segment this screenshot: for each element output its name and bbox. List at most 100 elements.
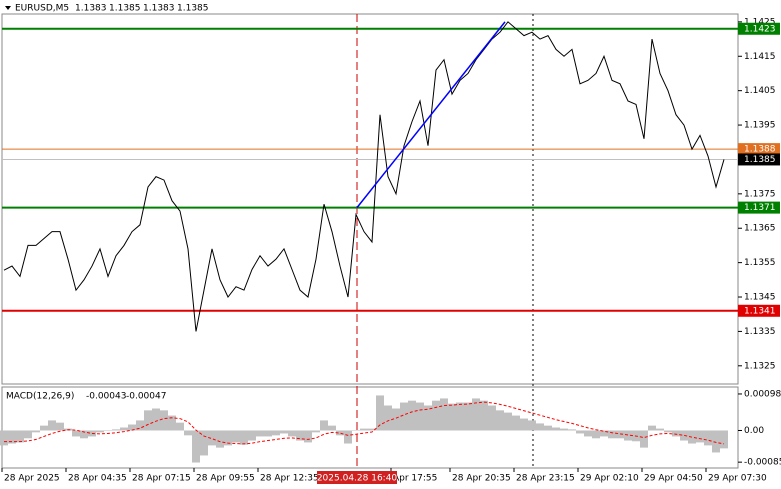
y-tick-label: 0.00 <box>744 426 764 436</box>
macd-bar <box>664 430 672 433</box>
macd-bar <box>648 425 656 431</box>
macd-bar <box>280 430 288 434</box>
macd-bar <box>232 430 240 443</box>
macd-bar <box>216 430 224 448</box>
macd-bar <box>720 430 728 449</box>
signal-line <box>4 401 725 445</box>
macd-bar <box>384 405 392 431</box>
macd-bar <box>448 403 456 431</box>
macd-bar <box>72 430 80 437</box>
macd-bar <box>480 400 488 431</box>
macd-bar <box>112 429 120 431</box>
macd-bar <box>200 430 208 456</box>
macd-bar <box>8 430 16 444</box>
macd-bar <box>288 430 296 437</box>
macd-bar <box>272 430 280 436</box>
macd-bar <box>344 430 352 444</box>
macd-bar <box>192 430 200 463</box>
y-tick-label: 1.1325 <box>744 361 776 371</box>
macd-bar <box>128 424 136 431</box>
marker-label: 2025.04.28 16:40 <box>317 474 398 484</box>
y-tick-label: 1.1395 <box>744 121 776 131</box>
macd-bar <box>256 430 264 437</box>
macd-bar <box>160 410 168 431</box>
ohlc-value: 1.1383 <box>143 4 175 14</box>
macd-bar <box>472 398 480 431</box>
macd-bar <box>672 430 680 437</box>
macd-bar <box>352 430 360 431</box>
x-tick-label: 28 Apr 23:15 <box>516 474 575 484</box>
macd-bar <box>168 415 176 431</box>
macd-bar <box>528 420 536 431</box>
macd-frame <box>1 386 739 469</box>
macd-value: -0.00043 <box>86 392 126 402</box>
macd-bar <box>376 395 384 431</box>
ohlc-value: 1.1385 <box>109 4 141 14</box>
y-tick-label: 0.00098 <box>744 389 781 399</box>
y-tick-label: 1.1345 <box>744 293 776 303</box>
x-tick-label: 29 Apr 07:30 <box>708 474 767 484</box>
macd-bar <box>512 415 520 431</box>
macd-bar <box>16 430 24 443</box>
level-label-box <box>738 22 780 35</box>
macd-bar <box>656 428 664 431</box>
x-tick-label: 28 Apr 20:35 <box>452 474 511 484</box>
macd-bar <box>616 430 624 439</box>
macd-bar <box>120 427 128 431</box>
trend-line <box>356 21 506 209</box>
macd-bar <box>248 430 256 441</box>
x-tick-label: 28 Apr 04:35 <box>68 474 127 484</box>
macd-bar <box>176 422 184 431</box>
y-tick-label: 1.1365 <box>744 224 776 234</box>
macd-bar <box>432 400 440 431</box>
macd-bar <box>368 428 376 431</box>
macd-bar <box>416 402 424 431</box>
macd-bar <box>80 430 88 439</box>
level-label: 1.1341 <box>744 306 776 316</box>
macd-bar <box>48 420 56 431</box>
macd-title: MACD(12,26,9) <box>6 392 74 402</box>
macd-bar <box>304 430 312 443</box>
macd-bar <box>408 400 416 431</box>
macd-bar <box>224 430 232 446</box>
macd-bar <box>504 412 512 431</box>
macd-bar <box>24 430 32 439</box>
macd-bar <box>264 430 272 437</box>
macd-bar <box>336 430 344 436</box>
macd-bar <box>704 430 712 446</box>
menu-triangle[interactable] <box>5 6 11 10</box>
macd-bar <box>328 425 336 431</box>
macd-bar <box>544 425 552 431</box>
level-label: 1.1388 <box>744 145 776 155</box>
macd-bar <box>496 410 504 431</box>
x-tick-label: Apr 17:55 <box>393 474 437 484</box>
x-tick-label: 29 Apr 04:50 <box>644 474 703 484</box>
macd-bar <box>136 420 144 431</box>
macd-bar <box>712 430 720 453</box>
level-label-box <box>738 143 780 156</box>
macd-bar <box>424 405 432 431</box>
macd-bar <box>680 430 688 441</box>
marker-label-box <box>317 471 397 484</box>
macd-bar <box>456 402 464 431</box>
y-tick-label: 1.1415 <box>744 52 776 62</box>
x-tick-label: 28 Apr 07:15 <box>132 474 191 484</box>
macd-bar <box>584 430 592 437</box>
y-tick-label: 1.1405 <box>744 86 776 96</box>
x-tick-label: 28 Apr 09:55 <box>196 474 255 484</box>
level-label: 1.1423 <box>744 24 776 34</box>
macd-bar <box>488 405 496 431</box>
macd-bar <box>360 428 368 431</box>
macd-bar <box>560 428 568 431</box>
macd-bar <box>32 430 40 433</box>
main-frame <box>1 13 739 385</box>
macd-bar <box>576 430 584 434</box>
macd-bar <box>56 422 64 431</box>
macd-bar <box>0 430 8 446</box>
x-tick-label: 29 Apr 02:10 <box>580 474 639 484</box>
level-label-box <box>738 201 780 214</box>
x-tick-label: 28 Apr 2025 <box>4 474 60 484</box>
macd-bar <box>208 430 216 446</box>
macd-bar <box>520 418 528 431</box>
